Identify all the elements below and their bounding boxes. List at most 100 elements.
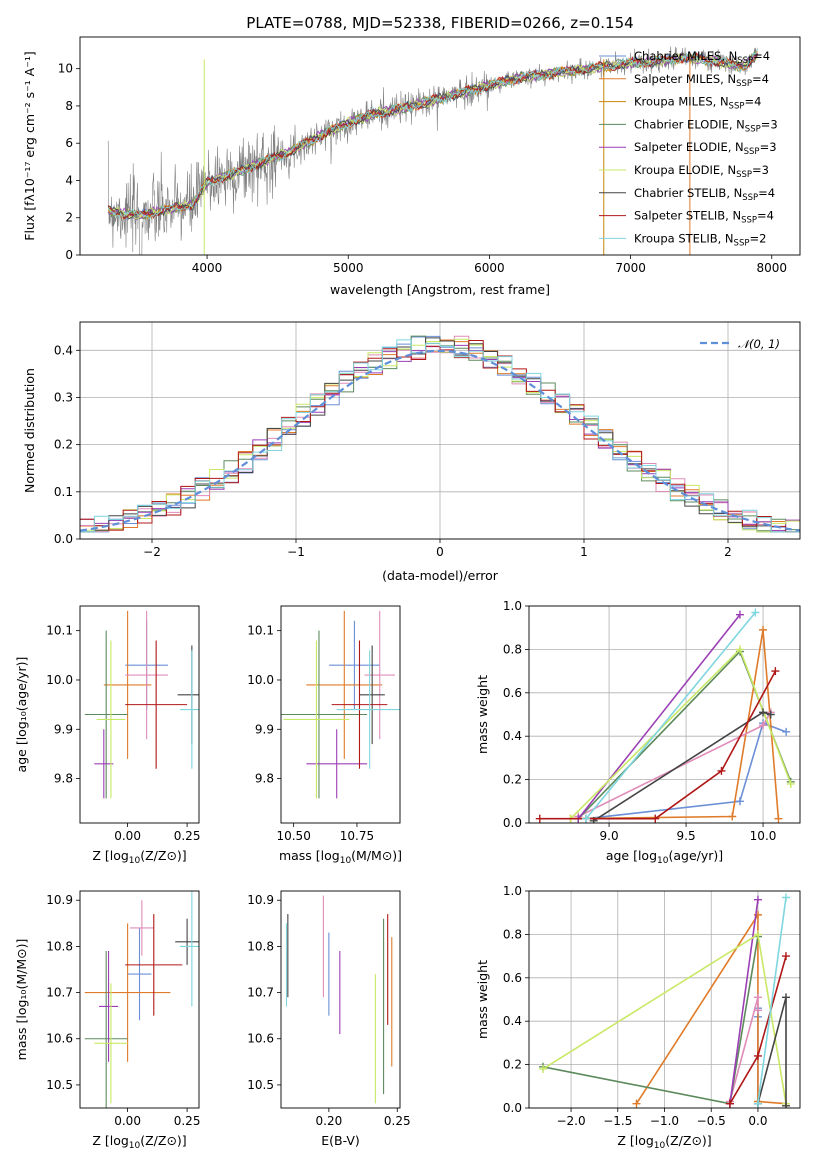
mass-age-plot-area xyxy=(281,610,400,799)
spectrum-title: PLATE=0788, MJD=52338, FIBERID=0266, z=0… xyxy=(246,14,633,32)
gaussian-curve-line xyxy=(80,349,800,532)
legend-entry: Kroupa STELIB, NSSP=2 xyxy=(634,231,766,248)
weight-point-marker xyxy=(766,710,775,719)
weight-series-line xyxy=(577,614,741,820)
y-tick-label: 0.8 xyxy=(503,642,522,656)
spectrum-legend: Chabrier MILES, NSSP=4 Salpeter MILES, NS… xyxy=(599,49,778,248)
x-tick-label: −1 xyxy=(287,545,305,559)
x-tick-label: 6000 xyxy=(474,261,505,275)
x-tick-label: 0.25 xyxy=(174,1114,201,1128)
y-axis-label: mass weight xyxy=(475,960,490,1039)
x-axis-label: Z [log10(Z/Z⊙)] xyxy=(617,1133,711,1151)
Z-weight-panel: −2.0 −1.5 −1.0 −0.5 0.0 0.0 0.2 0.4 0.6 0.8 1.0 Z [… xyxy=(475,884,801,1151)
x-tick-label: 0.0 xyxy=(748,1114,767,1128)
weight-point-marker xyxy=(735,645,744,654)
residuals-plot-area xyxy=(80,335,800,533)
x-axis-label: mass [log10(M/M⊙)] xyxy=(279,848,402,866)
residual-histogram-line xyxy=(80,340,800,533)
x-tick-label: 2 xyxy=(724,545,732,559)
y-tick-label: 4 xyxy=(65,173,73,187)
x-tick-label: 0.25 xyxy=(174,829,201,843)
weight-point-marker xyxy=(735,610,744,619)
x-tick-label: 10.0 xyxy=(750,829,777,843)
weight-point-marker xyxy=(751,608,760,617)
y-tick-label: 0.1 xyxy=(54,485,73,499)
x-tick-label: 5000 xyxy=(333,261,364,275)
weight-point-marker xyxy=(759,625,768,634)
axes-frame xyxy=(528,890,801,1109)
weight-point-marker xyxy=(728,812,737,821)
legend-entry: 𝒩(0, 1) xyxy=(738,337,780,351)
legend-entry: Salpeter STELIB, NSSP=4 xyxy=(634,209,774,226)
y-tick-label: 0.2 xyxy=(503,773,522,787)
y-tick-label: 0.4 xyxy=(503,729,522,743)
y-tick-label: 0.0 xyxy=(54,532,73,546)
y-tick-label: 2 xyxy=(65,211,73,225)
x-axis-label: wavelength [Angstrom, rest frame] xyxy=(330,282,550,297)
legend-entry: Kroupa ELODIE, NSSP=3 xyxy=(634,163,769,180)
weight-point-marker xyxy=(759,708,768,717)
Z-weight-plot-area xyxy=(539,893,790,1108)
ebv-mass-plot-area xyxy=(285,895,393,1104)
weight-point-marker xyxy=(735,797,744,806)
x-axis-label: age [log10(age/yr)] xyxy=(606,848,723,866)
weight-point-marker xyxy=(759,721,768,730)
x-tick-label: −0.5 xyxy=(697,1114,726,1128)
y-tick-label: 0.6 xyxy=(503,686,522,700)
weight-point-marker xyxy=(781,1101,790,1108)
legend-entry: Chabrier STELIB, NSSP=4 xyxy=(634,186,775,203)
y-tick-label: 0.0 xyxy=(503,816,522,830)
legend-entry: Salpeter MILES, NSSP=4 xyxy=(634,72,769,89)
y-tick-label: 1.0 xyxy=(503,884,522,898)
x-tick-label: 0 xyxy=(436,545,444,559)
weight-point-marker xyxy=(753,895,762,904)
weight-series-line xyxy=(729,899,759,1104)
residual-histogram-line xyxy=(80,339,800,533)
y-tick-label: 0.8 xyxy=(503,927,522,941)
x-tick-label: 7000 xyxy=(615,261,646,275)
y-tick-label: 10.9 xyxy=(247,893,274,907)
y-tick-label: 10.6 xyxy=(247,1032,274,1046)
y-tick-label: 10.0 xyxy=(247,673,274,687)
y-tick-label: 10.8 xyxy=(247,939,274,953)
y-axis-label: Normed distribution xyxy=(22,368,37,493)
weight-point-marker xyxy=(781,993,790,1002)
y-tick-label: 10.1 xyxy=(46,624,73,638)
y-tick-label: 10 xyxy=(58,62,73,76)
legend-entry: Chabrier ELODIE, NSSP=3 xyxy=(634,117,778,134)
y-axis-label: mass [log₁₀(M/M⊙)] xyxy=(14,939,29,1061)
weight-series-line xyxy=(542,936,759,1105)
model-spectrum-line xyxy=(107,53,758,220)
x-tick-label: −1.5 xyxy=(603,1114,632,1128)
x-axis-label: E(B-V) xyxy=(321,1133,360,1148)
x-tick-label: 9.5 xyxy=(677,829,696,843)
weight-point-marker xyxy=(753,993,762,1002)
model-spectrum-line xyxy=(107,52,758,221)
y-tick-label: 0 xyxy=(65,248,73,262)
y-tick-label: 9.9 xyxy=(255,722,274,736)
weight-point-marker xyxy=(771,667,780,676)
Z-mass-panel: 0.00 0.25 10.5 10.6 10.7 10.8 10.9 Z [log10(Z/Z… xyxy=(14,890,201,1151)
x-tick-label: 10.75 xyxy=(340,829,374,843)
Z-age-panel: 0.00 0.25 9.8 9.9 10.0 10.1 Z [log10(Z/Z⊙)] age… xyxy=(14,605,201,866)
y-tick-label: 9.9 xyxy=(54,722,73,736)
x-axis-label: Z [log10(Z/Z⊙)] xyxy=(92,1133,186,1151)
x-tick-label: −2 xyxy=(143,545,161,559)
y-tick-label: 0.0 xyxy=(503,1101,522,1115)
age-weight-panel: 9.0 9.5 10.0 0.0 0.2 0.4 0.6 0.8 1.0 age [log10(a… xyxy=(475,599,801,866)
y-tick-label: 10.9 xyxy=(46,893,73,907)
axes-frame xyxy=(79,36,801,256)
weight-point-marker xyxy=(753,1099,762,1108)
x-tick-label: 4000 xyxy=(192,261,223,275)
weight-point-marker xyxy=(632,1099,641,1108)
y-tick-label: 10.7 xyxy=(46,986,73,1000)
y-tick-label: 10.5 xyxy=(247,1078,274,1092)
legend-entry: Salpeter ELODIE, NSSP=3 xyxy=(634,140,777,157)
weight-point-marker xyxy=(753,930,762,939)
y-tick-label: 9.8 xyxy=(255,772,274,786)
y-tick-label: 0.2 xyxy=(54,438,73,452)
y-tick-label: 10.5 xyxy=(46,1078,73,1092)
weight-point-marker xyxy=(753,1006,762,1015)
Z-age-plot-area xyxy=(84,610,199,799)
weight-series-line xyxy=(757,997,787,1106)
